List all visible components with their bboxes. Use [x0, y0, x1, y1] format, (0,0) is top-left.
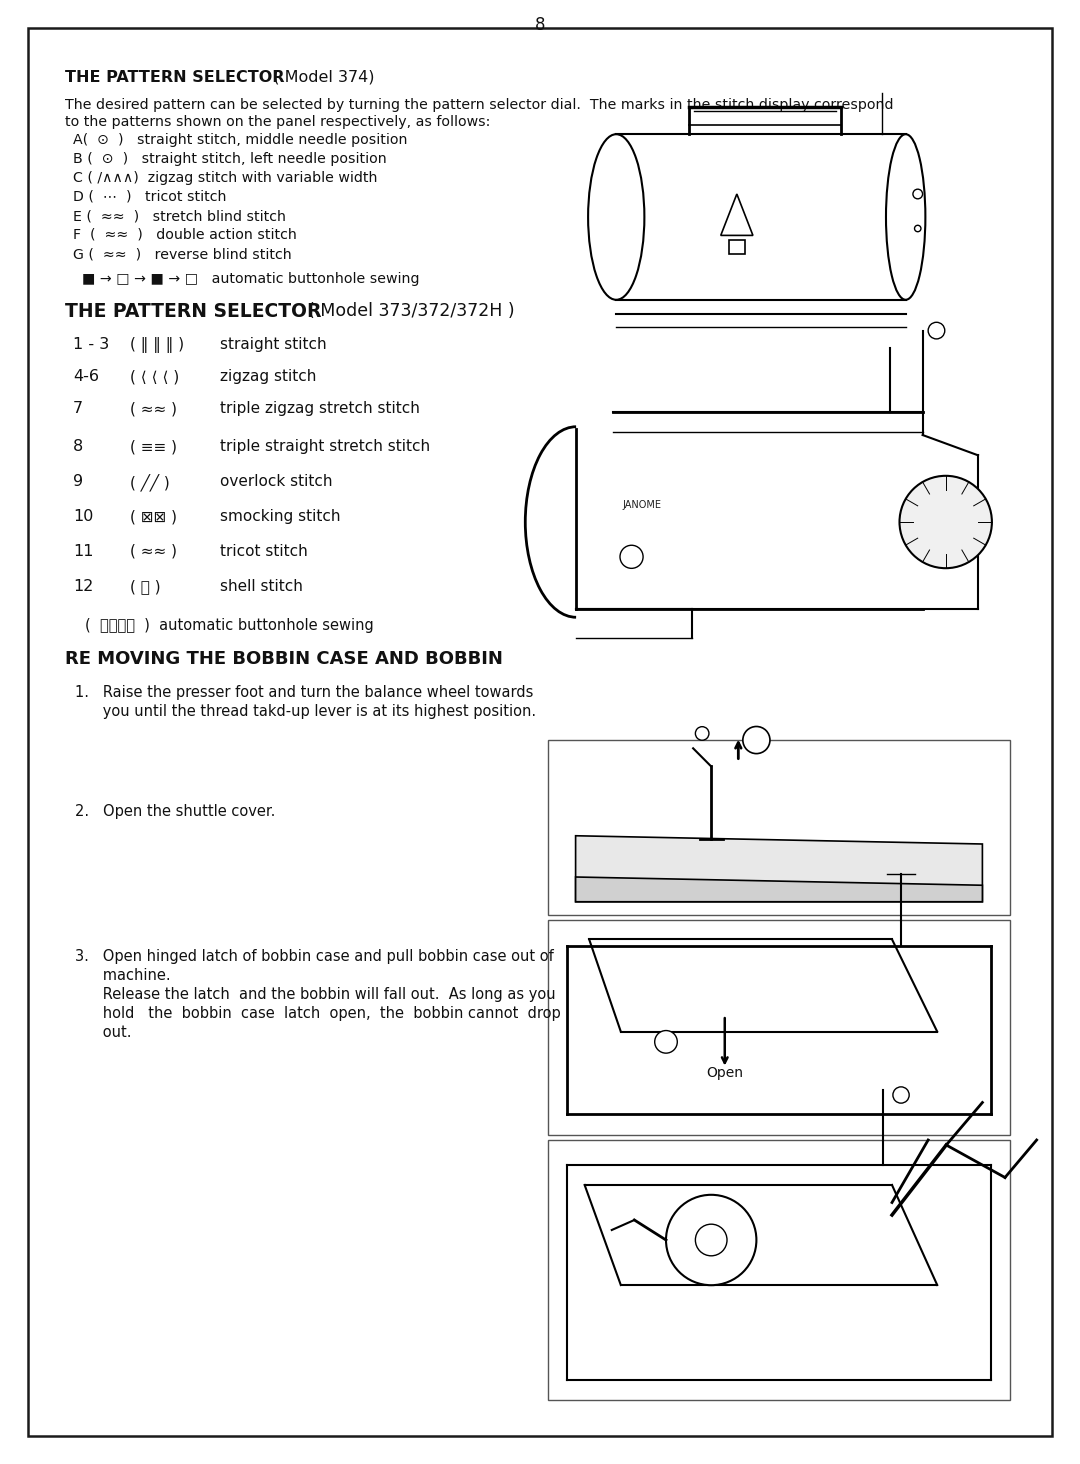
Polygon shape — [576, 836, 983, 902]
Text: C ( /∧∧∧)  zigzag stitch with variable width: C ( /∧∧∧) zigzag stitch with variable wi… — [73, 171, 378, 184]
Bar — [548, 372, 1020, 672]
Text: ( ⟨ ⟨ ⟨ ): ( ⟨ ⟨ ⟨ ) — [130, 369, 179, 384]
Circle shape — [893, 1086, 909, 1104]
Text: THE PATTERN SELECTOR: THE PATTERN SELECTOR — [65, 70, 284, 85]
Text: shell stitch: shell stitch — [220, 578, 302, 594]
Text: JANOME: JANOME — [622, 499, 661, 509]
Text: A(  ⊙  )   straight stitch, middle needle position: A( ⊙ ) straight stitch, middle needle po… — [73, 133, 407, 146]
Text: 2.   Open the shuttle cover.: 2. Open the shuttle cover. — [75, 804, 275, 818]
Text: THE PATTERN SELECTOR: THE PATTERN SELECTOR — [65, 302, 322, 321]
Circle shape — [743, 726, 770, 754]
Text: ( ⊠⊠ ): ( ⊠⊠ ) — [130, 509, 177, 524]
Text: 9: 9 — [73, 474, 83, 489]
Ellipse shape — [886, 135, 926, 300]
Text: smocking stitch: smocking stitch — [220, 509, 340, 524]
Text: B (  ⊙  )   straight stitch, left needle position: B ( ⊙ ) straight stitch, left needle pos… — [73, 152, 387, 165]
Text: 3.   Open hinged latch of bobbin case and pull bobbin case out of: 3. Open hinged latch of bobbin case and … — [75, 949, 554, 963]
Text: G (  ≈≈  )   reverse blind stitch: G ( ≈≈ ) reverse blind stitch — [73, 247, 292, 261]
Text: ( 〉 ): ( 〉 ) — [130, 578, 161, 594]
Text: triple straight stretch stitch: triple straight stretch stitch — [220, 439, 430, 454]
Text: triple zigzag stretch stitch: triple zigzag stretch stitch — [220, 401, 420, 416]
Circle shape — [928, 322, 945, 340]
Text: zigzag stitch: zigzag stitch — [220, 369, 316, 384]
Text: ( Model 373/372/372H ): ( Model 373/372/372H ) — [297, 302, 515, 321]
Text: Release the latch  and the bobbin will fall out.  As long as you: Release the latch and the bobbin will fa… — [75, 987, 555, 1001]
Ellipse shape — [589, 135, 645, 300]
Text: 12: 12 — [73, 578, 93, 594]
Polygon shape — [720, 195, 753, 236]
Text: to the patterns shown on the panel respectively, as follows:: to the patterns shown on the panel respe… — [65, 116, 490, 129]
Text: straight stitch: straight stitch — [220, 337, 326, 351]
Circle shape — [696, 1224, 727, 1256]
Text: ( ‖ ‖ ‖ ): ( ‖ ‖ ‖ ) — [130, 337, 184, 353]
Circle shape — [913, 189, 922, 199]
Text: 11: 11 — [73, 545, 94, 559]
Text: RE MOVING THE BOBBIN CASE AND BOBBIN: RE MOVING THE BOBBIN CASE AND BOBBIN — [65, 650, 503, 668]
Circle shape — [915, 225, 921, 231]
Text: 1 - 3: 1 - 3 — [73, 337, 109, 351]
Text: ( Model 374): ( Model 374) — [264, 70, 375, 85]
Bar — [617, 135, 906, 300]
Bar — [548, 919, 1010, 1135]
Text: ( ≡≡ ): ( ≡≡ ) — [130, 439, 177, 454]
Circle shape — [900, 476, 991, 568]
Bar — [729, 240, 745, 253]
Text: 1.   Raise the presser foot and turn the balance wheel towards: 1. Raise the presser foot and turn the b… — [75, 685, 534, 700]
Text: hold   the  bobbin  case  latch  open,  the  bobbin cannot  drop: hold the bobbin case latch open, the bob… — [75, 1006, 561, 1020]
Text: (  ⎕⎕⎕⎕  )  automatic buttonhole sewing: ( ⎕⎕⎕⎕ ) automatic buttonhole sewing — [85, 618, 374, 632]
Text: 7: 7 — [73, 401, 83, 416]
Text: F  (  ≈≈  )   double action stitch: F ( ≈≈ ) double action stitch — [73, 228, 297, 242]
Text: overlock stitch: overlock stitch — [220, 474, 333, 489]
Text: machine.: machine. — [75, 968, 171, 982]
Text: you until the thread takd-up lever is at its highest position.: you until the thread takd-up lever is at… — [75, 704, 536, 719]
Text: The desired pattern can be selected by turning the pattern selector dial.  The m: The desired pattern can be selected by t… — [65, 98, 893, 113]
Text: D (  ⋯  )   tricot stitch: D ( ⋯ ) tricot stitch — [73, 190, 227, 203]
Text: tricot stitch: tricot stitch — [220, 545, 308, 559]
Text: 8: 8 — [73, 439, 83, 454]
Circle shape — [666, 1195, 756, 1285]
Bar — [548, 739, 1010, 915]
Circle shape — [654, 1031, 677, 1053]
Text: out.: out. — [75, 1025, 132, 1039]
Polygon shape — [576, 877, 983, 902]
Text: ( ≈≈ ): ( ≈≈ ) — [130, 401, 177, 416]
Text: ■ → □ → ■ → □   automatic buttonhole sewing: ■ → □ → ■ → □ automatic buttonhole sewin… — [73, 272, 419, 285]
Circle shape — [620, 545, 643, 568]
Text: Open: Open — [706, 1066, 743, 1080]
Text: E (  ≈≈  )   stretch blind stitch: E ( ≈≈ ) stretch blind stitch — [73, 209, 286, 223]
Bar — [548, 1140, 1010, 1400]
Circle shape — [696, 726, 708, 741]
Text: 10: 10 — [73, 509, 93, 524]
Text: ( ╱╱ ): ( ╱╱ ) — [130, 474, 170, 492]
Text: 8: 8 — [535, 16, 545, 34]
Bar — [548, 92, 1010, 343]
Text: ( ≈≈ ): ( ≈≈ ) — [130, 545, 177, 559]
Text: 4-6: 4-6 — [73, 369, 99, 384]
